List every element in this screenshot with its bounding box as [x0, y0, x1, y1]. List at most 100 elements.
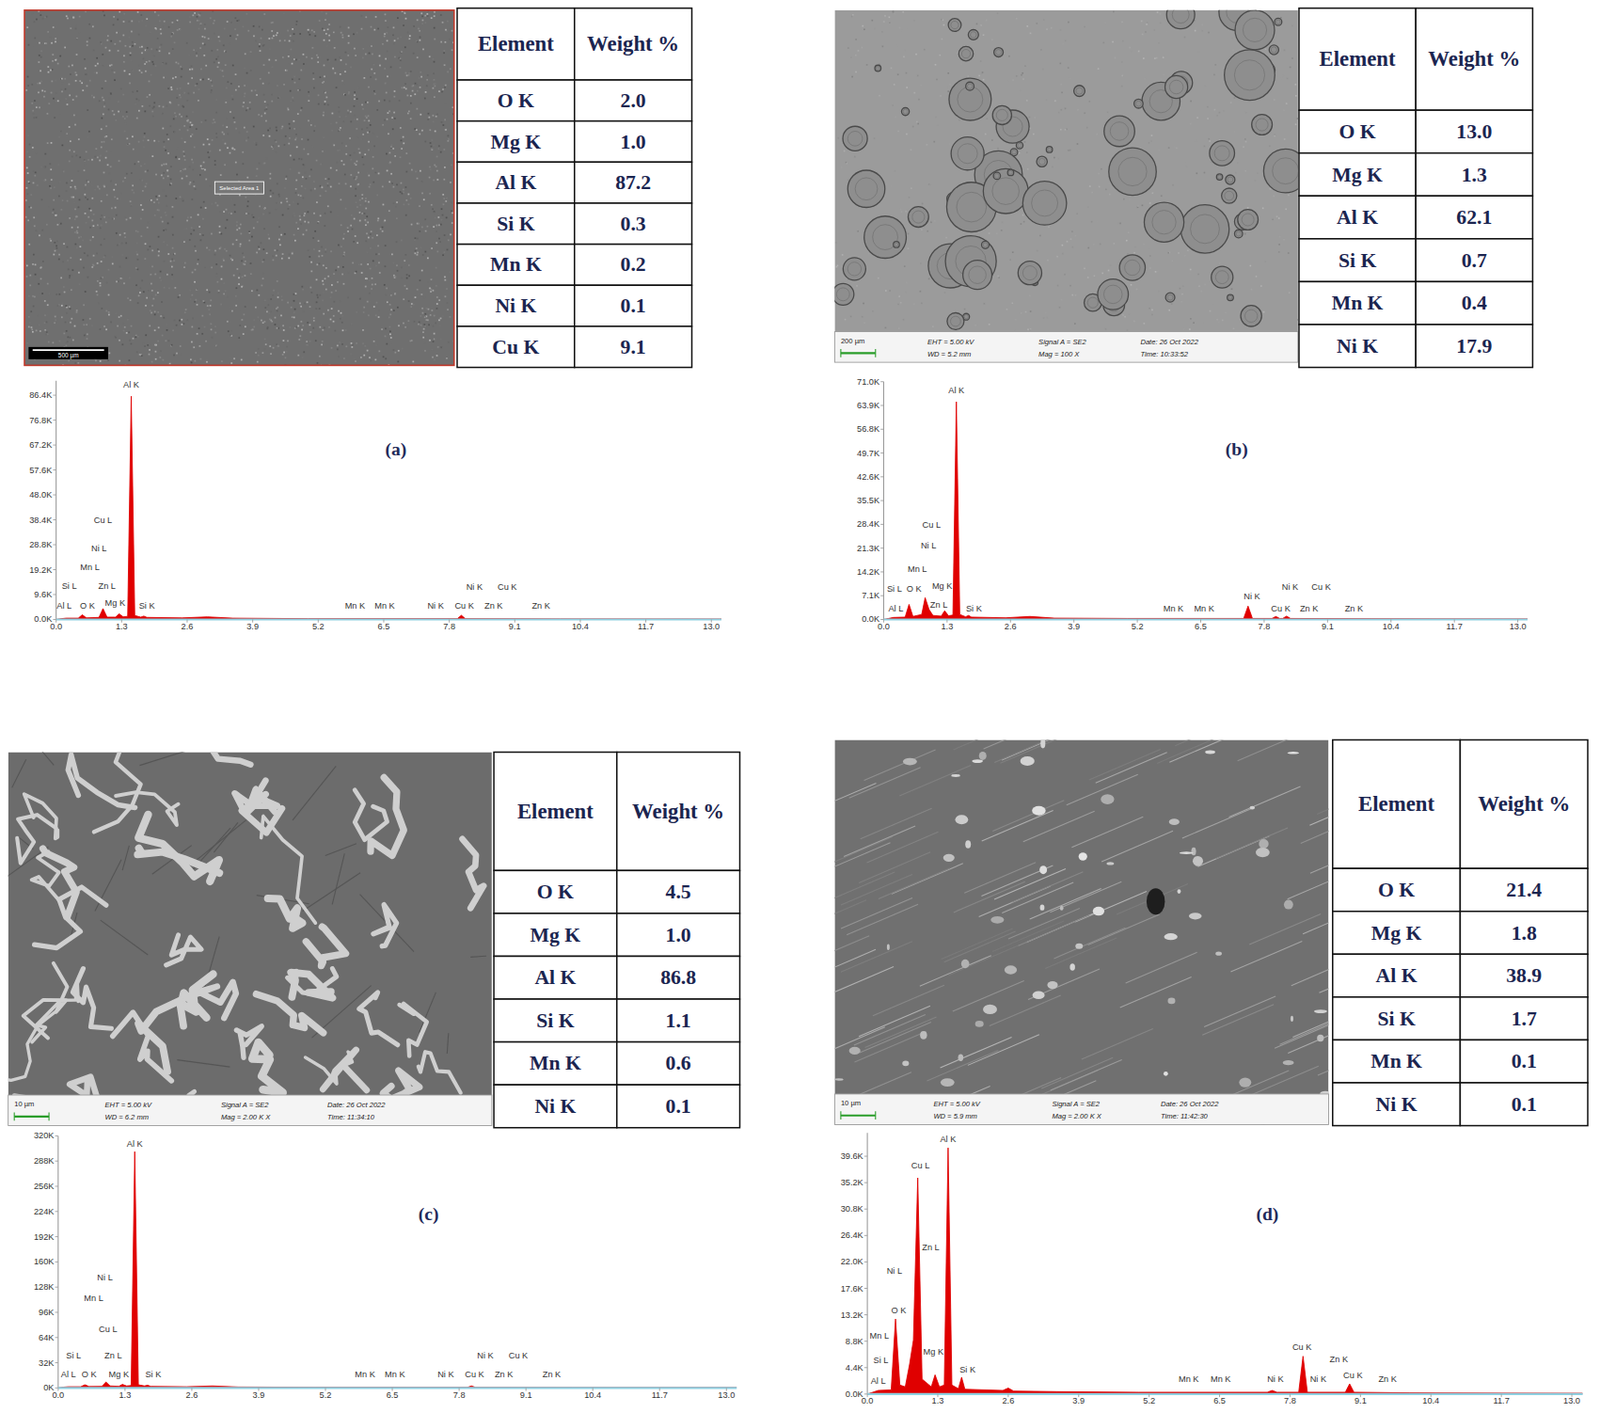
texture — [249, 50, 252, 53]
texture — [404, 253, 407, 256]
texture — [342, 120, 345, 123]
texture — [118, 242, 121, 245]
texture — [47, 65, 49, 68]
texture — [108, 269, 111, 271]
texture — [96, 280, 99, 283]
texture — [262, 272, 265, 275]
texture — [450, 164, 453, 167]
texture — [298, 78, 301, 80]
texture — [328, 326, 331, 329]
texture — [26, 342, 29, 345]
texture — [348, 137, 351, 140]
texture — [122, 343, 125, 346]
texture — [172, 247, 175, 250]
texture — [426, 281, 428, 284]
texture — [356, 205, 359, 208]
texture — [382, 355, 385, 358]
texture — [257, 294, 260, 297]
texture — [332, 31, 335, 34]
texture — [426, 84, 428, 87]
texture — [353, 47, 356, 50]
texture — [124, 176, 127, 179]
texture — [331, 347, 333, 349]
texture — [101, 53, 104, 56]
texture — [404, 12, 407, 15]
texture — [151, 155, 154, 158]
texture — [373, 144, 376, 147]
texture — [327, 28, 330, 31]
texture — [100, 260, 103, 263]
texture — [213, 19, 216, 22]
texture — [280, 315, 283, 317]
texture — [416, 252, 419, 254]
texture — [68, 149, 71, 152]
texture — [224, 50, 227, 53]
texture — [432, 340, 435, 343]
texture — [110, 92, 112, 95]
texture — [278, 238, 281, 241]
texture — [26, 26, 29, 29]
texture — [299, 215, 301, 218]
texture — [438, 144, 441, 147]
texture — [192, 180, 195, 183]
texture — [447, 138, 450, 141]
texture — [429, 314, 432, 317]
texture — [432, 72, 435, 75]
texture — [388, 316, 391, 319]
texture — [145, 182, 148, 185]
texture — [324, 100, 327, 103]
texture — [31, 146, 34, 149]
texture — [205, 64, 207, 67]
texture — [298, 338, 301, 341]
texture — [209, 91, 212, 94]
texture — [108, 217, 111, 220]
texture — [71, 226, 74, 229]
texture — [148, 353, 151, 356]
texture — [424, 251, 427, 254]
texture — [368, 279, 371, 282]
texture — [343, 283, 346, 286]
texture — [93, 213, 96, 216]
texture — [208, 313, 211, 316]
texture — [407, 31, 410, 34]
texture — [52, 199, 55, 202]
texture — [369, 183, 372, 186]
texture — [107, 163, 110, 166]
texture — [349, 174, 352, 176]
texture — [110, 321, 112, 324]
texture — [72, 98, 75, 101]
texture — [128, 73, 131, 76]
texture — [300, 329, 303, 332]
texture — [321, 28, 324, 31]
texture — [411, 90, 414, 93]
texture — [135, 334, 138, 337]
texture — [416, 108, 419, 111]
texture — [270, 30, 273, 32]
texture — [256, 221, 259, 223]
texture — [215, 345, 218, 348]
texture — [402, 189, 405, 191]
texture — [357, 183, 360, 186]
texture — [443, 63, 446, 66]
texture — [354, 54, 357, 57]
texture — [400, 139, 403, 142]
texture — [145, 49, 148, 52]
texture — [384, 294, 387, 297]
texture — [120, 315, 123, 317]
texture — [396, 16, 399, 19]
texture — [148, 325, 151, 328]
texture — [33, 296, 36, 299]
texture — [103, 255, 106, 258]
texture — [64, 97, 67, 100]
texture — [27, 134, 30, 137]
texture — [269, 47, 271, 50]
texture — [267, 326, 270, 329]
texture — [210, 203, 213, 206]
texture — [226, 320, 229, 323]
texture — [271, 65, 274, 68]
texture — [242, 101, 245, 104]
texture — [378, 100, 381, 103]
texture — [289, 155, 292, 158]
texture — [141, 51, 143, 54]
texture — [75, 95, 78, 98]
